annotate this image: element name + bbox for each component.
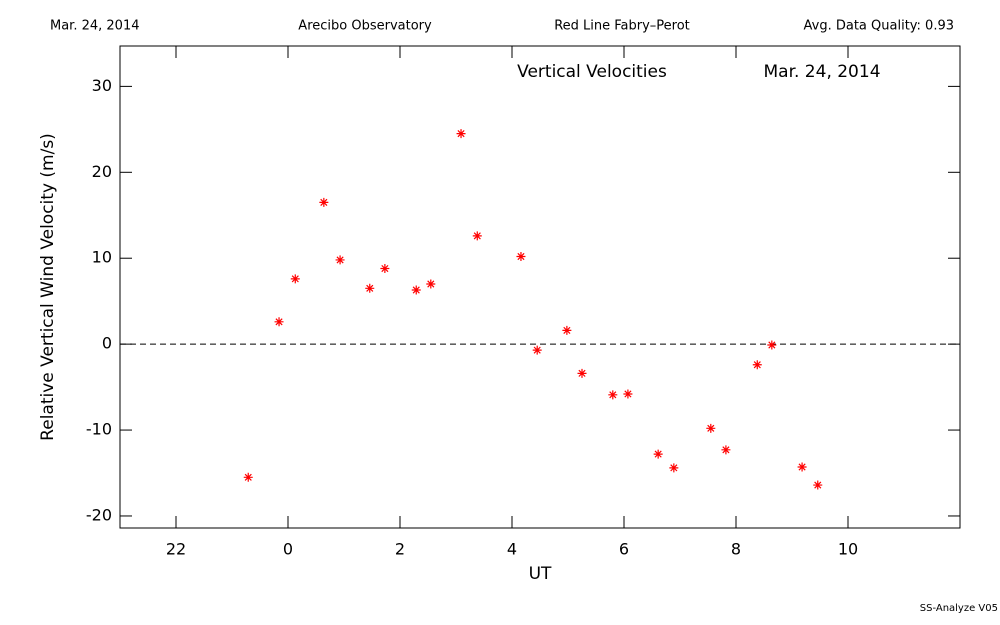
header-site: Arecibo Observatory (298, 19, 432, 34)
point (274, 317, 284, 327)
footer: SS-Analyze V05 (920, 603, 998, 614)
point (426, 279, 436, 289)
y-axis-label: Relative Vertical Wind Velocity (m/s) (38, 133, 58, 441)
point (653, 449, 663, 459)
x-tick-label: 8 (731, 540, 741, 559)
x-tick-label: 22 (166, 540, 186, 559)
point (532, 345, 542, 355)
y-tick-label: 0 (102, 334, 112, 353)
header-instrument: Red Line Fabry–Perot (554, 19, 690, 34)
chart-title: Vertical Velocities (517, 62, 667, 82)
point (797, 462, 807, 472)
point (290, 274, 300, 284)
x-tick-label: 10 (838, 540, 858, 559)
point (752, 360, 762, 370)
x-tick-label: 6 (619, 540, 629, 559)
point (516, 251, 526, 261)
point (243, 472, 253, 482)
y-tick-label: -20 (86, 505, 112, 524)
point (456, 129, 466, 139)
x-axis-label: UT (529, 564, 552, 584)
point (706, 423, 716, 433)
y-tick-label: 10 (92, 248, 112, 267)
point (472, 231, 482, 241)
y-tick-label: 20 (92, 162, 112, 181)
chart-subtitle: Mar. 24, 2014 (763, 62, 880, 82)
point (335, 255, 345, 265)
point (411, 285, 421, 295)
y-tick-label: 30 (92, 76, 112, 95)
point (577, 368, 587, 378)
x-tick-label: 2 (395, 540, 405, 559)
header-date: Mar. 24, 2014 (50, 19, 140, 34)
point (721, 445, 731, 455)
x-tick-label: 4 (507, 540, 517, 559)
header-quality: Avg. Data Quality: 0.93 (804, 19, 954, 34)
point (319, 197, 329, 207)
point (562, 325, 572, 335)
x-tick-label: 0 (283, 540, 293, 559)
point (365, 283, 375, 293)
point (608, 390, 618, 400)
y-tick-label: -10 (86, 420, 112, 439)
point (380, 264, 390, 274)
point (669, 463, 679, 473)
point (813, 480, 823, 490)
point (767, 340, 777, 350)
point (623, 389, 633, 399)
plot-frame (119, 45, 961, 529)
